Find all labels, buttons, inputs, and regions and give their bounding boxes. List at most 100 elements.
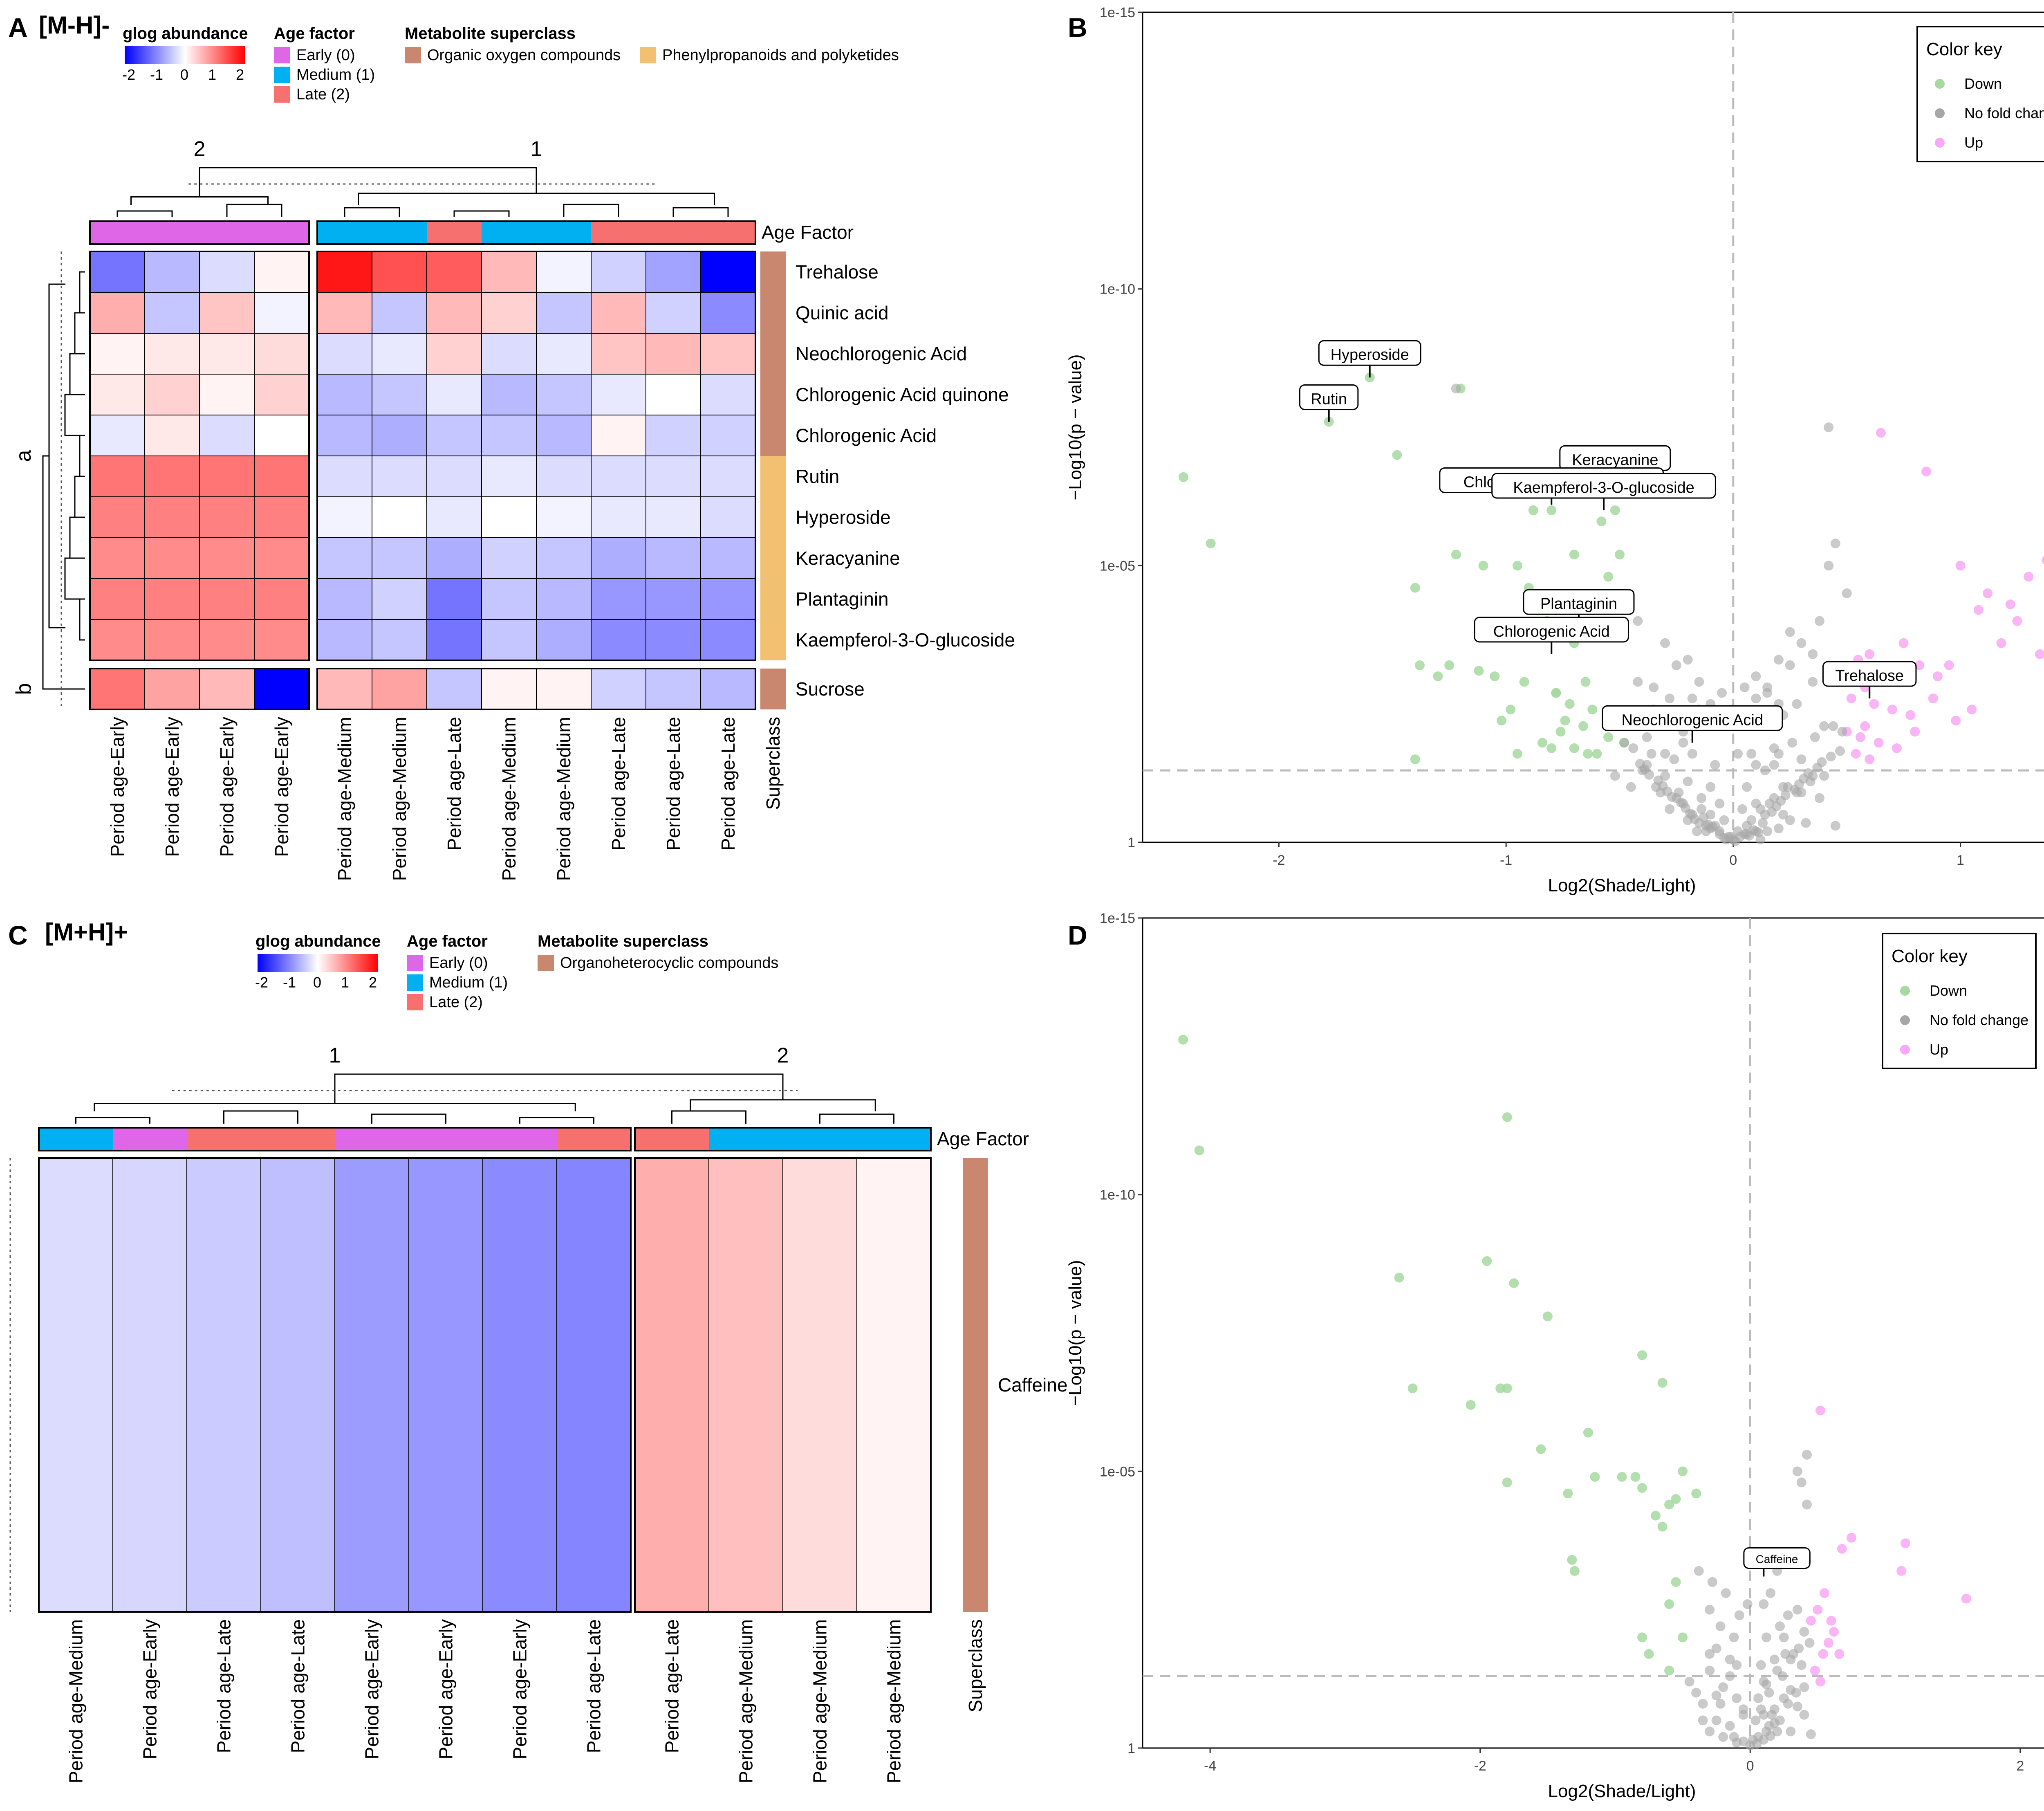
heatmap-cell [645,333,701,375]
column-label: Period age-Late [213,1619,235,1753]
legend-item-label: Up [1930,1041,1948,1058]
dendrogram-branch [344,207,400,217]
point-none [1687,693,1697,704]
row-label: Quinic acid [796,302,889,323]
legend-a-superclass-title: Metabolite superclass [405,25,576,43]
legend-c-scale-tick: -1 [283,974,296,991]
point-none [1692,826,1702,836]
heatmap-cell [426,251,482,293]
heatmap-cell [317,374,372,415]
heatmap-cell [700,496,756,538]
point-none [1696,804,1706,814]
heatmap-block-border [38,1157,632,1613]
point-none [1765,1588,1775,1598]
point-none [1742,782,1752,792]
heatmap-cell [199,537,255,579]
point-none [1737,804,1748,814]
point-up [1951,716,1961,726]
heatmap-cell [536,292,592,334]
point-none [1753,1693,1764,1703]
heatmap-cell [645,374,701,415]
point-up [1898,638,1909,648]
point-down [1478,561,1488,571]
point-down [1512,749,1522,759]
dendrogram-branch [672,207,729,217]
heatmap-cell [408,1158,483,1612]
heatmap-cell [372,619,427,661]
legend-key-down [1935,79,1945,89]
point-up [1815,1676,1826,1687]
point-up [1914,660,1925,670]
heatmap-cell [591,578,646,620]
point-down [1637,1632,1647,1643]
point-none [1769,1654,1780,1665]
point-none [1755,804,1766,814]
legend-item-label: Up [1964,134,1983,151]
dendrogram-branch [64,557,85,600]
point-none [1721,1588,1731,1598]
heatmap-cell [482,1158,557,1612]
heatmap-cell [112,1158,187,1612]
point-none [1796,638,1806,648]
point-up [1932,671,1943,681]
panel-d-volcano-plot: -4 -2 0 2 1 1e-05 1e-10 1e-15 Log2(Shade/Light) −… [1065,911,2044,1801]
legend-key-none [1900,1015,1910,1025]
superclass-cell [760,538,786,579]
point-none [1711,1643,1721,1654]
point-down [1578,721,1589,731]
panel-b-volcano-plot: -2 -1 0 1 1 1e-05 1e-10 1e-15 Log2(Shade/Light) −… [1065,5,2044,895]
point-none [1773,655,1784,665]
point-up [1865,649,1875,659]
point-label: Chlorogenic Acid [1493,623,1610,640]
superclass-cell [760,415,786,456]
age-factor-cell [113,1128,187,1151]
superclass-cell [760,579,786,619]
heatmap-cell [90,415,145,456]
point-none [1796,1477,1806,1488]
label-box [1743,1547,1811,1569]
point-label: Trehalose [1835,667,1904,684]
point-down [1537,738,1548,748]
heatmap-cell [426,496,482,538]
point-down [1637,1483,1647,1493]
legend-c-age-title: Age factor [407,932,488,950]
point-down [1178,1035,1188,1045]
point-none [1808,677,1818,687]
heatmap-cell [372,496,427,538]
point-none [1750,1715,1761,1726]
point-none [1660,749,1670,759]
column-label: Period age-Medium [809,1619,831,1783]
heatmap-cell [372,456,427,497]
point-down [1678,1632,1688,1643]
point-none [1758,818,1768,828]
column-label: Period age-Late [717,717,739,851]
row-cluster-label: a [12,450,36,462]
point-none [1767,1710,1777,1720]
heatmap-cell [645,496,701,538]
heatmap-block-border [634,1157,932,1613]
heatmap-cell [90,292,145,334]
heatmap-cell [481,537,537,579]
point-none [1802,1450,1812,1460]
point-none [1777,1671,1788,1681]
legend-item-label: Down [1964,75,2002,92]
column-label: Period age-Early [139,1619,161,1759]
superclass-cell [760,456,786,497]
row-label: Caffeine [998,1374,1068,1396]
point-none [1684,1676,1694,1687]
heatmap-cell [591,374,646,415]
point-down [1587,705,1598,715]
heatmap-cell [536,456,592,497]
point-none [1706,782,1716,792]
panel-c-heatmap: Age Factor Caffeine Period age-Medium Perio… [9,1044,1068,1783]
point-none [1830,821,1840,831]
heatmap-cell [426,578,482,620]
heatmap-cell [700,415,756,456]
heatmap-cell [254,292,309,334]
heatmap-cell [254,333,309,375]
column-label: Period age-Early [509,1619,531,1759]
point-none [1785,627,1795,637]
point-none [1779,1693,1789,1703]
legend-c-scale-tick: 0 [313,974,321,991]
panel-a-ion-mode: [M-H]- [39,11,110,39]
